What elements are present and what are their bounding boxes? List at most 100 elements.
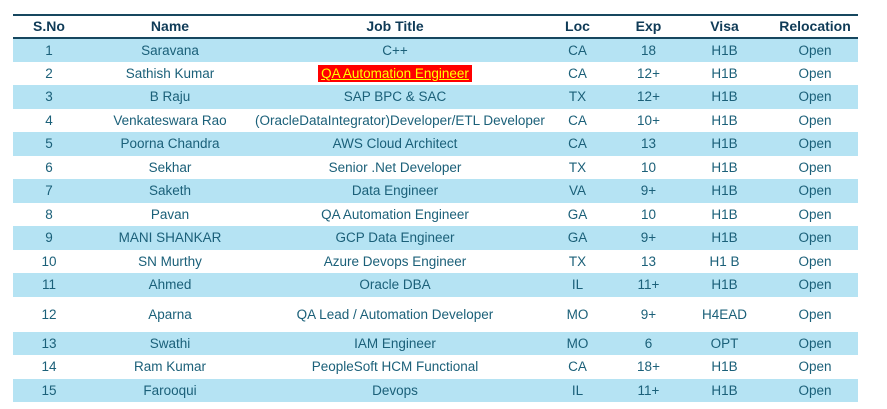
cell-job-title: Data Engineer (351, 183, 439, 199)
cell-sno: 11 (41, 277, 56, 293)
candidates-table-wrapper: S.No Name Job Title Loc Exp Visa Relocat… (13, 14, 858, 402)
cell-exp: 13 (640, 253, 657, 269)
cell-relocation: Open (798, 42, 832, 58)
cell-job-title: Azure Devops Engineer (323, 253, 467, 269)
cell-visa: H1B (711, 206, 738, 222)
column-header-relocation: Relocation (772, 14, 858, 39)
cell-loc: MO (566, 306, 589, 322)
cell-loc: TX (568, 253, 587, 269)
cell-loc: CA (568, 136, 587, 152)
cell-sno: 14 (41, 359, 57, 375)
cell-relocation: Open (798, 253, 832, 269)
cell-exp: 9+ (640, 230, 657, 246)
cell-job-title: QA Lead / Automation Developer (296, 306, 494, 322)
cell-job-title: Senior .Net Developer (328, 159, 462, 175)
cell-visa: H1B (711, 159, 738, 175)
cell-visa: H1B (711, 89, 738, 105)
table-row: 14 Ram Kumar PeopleSoft HCM Functional C… (13, 355, 858, 379)
cell-visa: H1B (711, 230, 738, 246)
column-header-job-title: Job Title (255, 14, 535, 39)
cell-job-title: C++ (382, 42, 408, 58)
cell-loc: TX (568, 159, 587, 175)
cell-sno: 1 (45, 42, 53, 58)
cell-visa: H1B (711, 382, 738, 398)
cell-sno: 12 (41, 306, 57, 322)
cell-name: Ram Kumar (133, 359, 206, 375)
cell-exp: 6 (644, 335, 653, 351)
table-row: 5 Poorna Chandra AWS Cloud Architect CA … (13, 132, 858, 156)
cell-visa: H1B (711, 183, 738, 199)
cell-job-title: Oracle DBA (359, 277, 431, 293)
cell-exp: 18+ (637, 359, 660, 375)
column-header-visa: Visa (677, 14, 772, 39)
table-row: 6 Sekhar Senior .Net Developer TX 10 H1B… (13, 156, 858, 180)
cell-relocation: Open (798, 230, 832, 246)
cell-name: Sekhar (148, 159, 192, 175)
cell-loc: MO (566, 335, 589, 351)
cell-name: Pavan (150, 206, 190, 222)
cell-job-title: QA Automation Engineer (321, 206, 469, 222)
table-row: 3 B Raju SAP BPC & SAC TX 12+ H1B Open (13, 85, 858, 109)
cell-relocation: Open (798, 183, 832, 199)
cell-exp: 12+ (637, 65, 660, 81)
cell-exp: 18 (640, 42, 657, 58)
cell-visa: H1B (711, 277, 738, 293)
highlighted-job-title: QA Automation Engineer (318, 64, 472, 82)
cell-job-title: Devops (372, 382, 418, 398)
cell-sno: 4 (45, 112, 53, 128)
header-row: S.No Name Job Title Loc Exp Visa Relocat… (13, 14, 858, 39)
table-row: 12 Aparna QA Lead / Automation Developer… (13, 297, 858, 332)
cell-sno: 5 (45, 136, 53, 152)
cell-relocation: Open (798, 359, 832, 375)
cell-loc: VA (568, 183, 586, 199)
cell-sno: 3 (45, 89, 53, 105)
cell-visa: H4EAD (701, 306, 747, 322)
cell-sno: 15 (41, 382, 57, 398)
cell-visa: H1B (711, 42, 738, 58)
cell-exp: 9+ (640, 183, 657, 199)
cell-loc: CA (568, 65, 587, 81)
candidates-table: S.No Name Job Title Loc Exp Visa Relocat… (13, 14, 858, 402)
cell-visa: H1B (711, 359, 738, 375)
table-row: 4 Venkateswara Rao (OracleDataIntegrator… (13, 109, 858, 133)
table-body: 1 Saravana C++ CA 18 H1B Open 2 Sathish … (13, 38, 858, 402)
cell-relocation: Open (798, 136, 832, 152)
cell-exp: 12+ (637, 89, 660, 105)
cell-exp: 11+ (637, 277, 660, 293)
cell-name: Farooqui (143, 382, 197, 398)
cell-name: SN Murthy (138, 253, 202, 269)
cell-exp: 10 (640, 206, 657, 222)
cell-relocation: Open (798, 206, 832, 222)
cell-visa: H1 B (709, 253, 740, 269)
cell-job-title: AWS Cloud Architect (332, 136, 458, 152)
cell-name: Ahmed (148, 277, 192, 293)
cell-job-title: (OracleDataIntegrator)Developer/ETL Deve… (255, 112, 545, 128)
column-header-exp: Exp (620, 14, 677, 39)
cell-visa: H1B (711, 65, 738, 81)
table-row: 7 Saketh Data Engineer VA 9+ H1B Open (13, 179, 858, 203)
cell-name: MANI SHANKAR (118, 230, 222, 246)
cell-sno: 13 (41, 335, 57, 351)
cell-relocation: Open (798, 112, 832, 128)
cell-sno: 10 (41, 253, 57, 269)
cell-visa: H1B (711, 112, 738, 128)
cell-exp: 10+ (637, 112, 660, 128)
cell-name: Saravana (141, 42, 199, 58)
column-header-sno: S.No (13, 14, 85, 39)
cell-visa: H1B (711, 136, 738, 152)
column-header-loc: Loc (535, 14, 620, 39)
cell-name: B Raju (149, 89, 191, 105)
cell-sno: 2 (45, 65, 53, 81)
cell-name: Poorna Chandra (120, 136, 220, 152)
cell-sno: 6 (45, 159, 53, 175)
cell-name: Saketh (148, 183, 192, 199)
cell-name: Aparna (148, 306, 192, 322)
cell-loc: IL (571, 277, 584, 293)
cell-relocation: Open (798, 159, 832, 175)
column-header-name: Name (85, 14, 255, 39)
cell-loc: CA (568, 112, 587, 128)
table-row: 2 Sathish Kumar QA Automation Engineer C… (13, 62, 858, 86)
cell-job-title: GCP Data Engineer (335, 230, 455, 246)
cell-name: Venkateswara Rao (113, 112, 227, 128)
cell-relocation: Open (798, 277, 832, 293)
